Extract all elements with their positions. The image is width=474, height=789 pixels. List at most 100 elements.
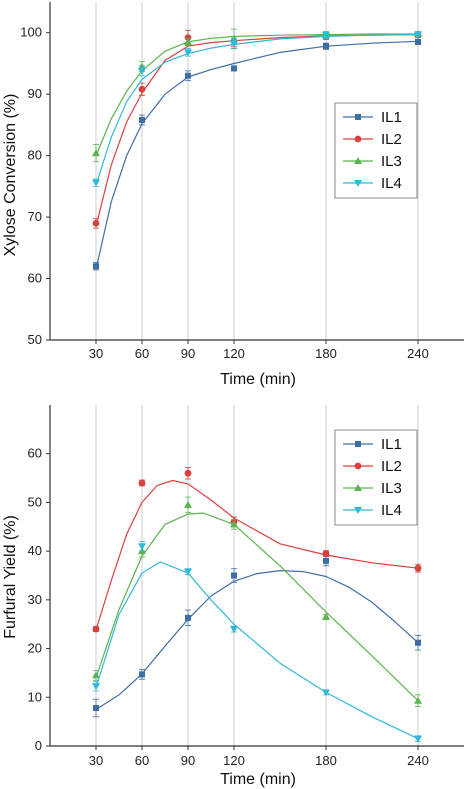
data-point — [323, 43, 329, 50]
legend-label: IL1 — [381, 109, 402, 126]
data-point — [184, 34, 192, 42]
data-point — [414, 696, 422, 704]
legend: IL1 IL2 IL3 IL4 — [334, 429, 418, 526]
data-point — [323, 557, 329, 564]
x-axis-title: Time (min) — [220, 371, 296, 388]
x-tick-label: 60 — [135, 753, 149, 768]
series-il1 — [93, 555, 421, 718]
y-tick-label: 20 — [28, 641, 42, 656]
legend-box — [334, 429, 418, 526]
legend-label: IL2 — [381, 131, 402, 148]
data-point — [322, 612, 330, 620]
data-point — [322, 550, 330, 557]
legend-marker — [355, 441, 361, 447]
data-point — [92, 671, 100, 679]
x-tick-label: 30 — [89, 753, 103, 768]
data-point — [92, 683, 100, 691]
data-point — [230, 520, 238, 528]
legend-marker — [354, 135, 362, 143]
legend-label: IL2 — [381, 458, 402, 475]
y-tick-label: 60 — [28, 446, 42, 461]
data-point — [414, 564, 422, 572]
data-point — [415, 639, 421, 646]
series-il4 — [92, 31, 422, 187]
legend-box — [334, 102, 418, 199]
y-axis-title: Xylose Conversion (%) — [2, 94, 19, 257]
legend-label: IL4 — [381, 502, 402, 519]
legend-marker — [354, 157, 362, 164]
x-tick-label: 60 — [135, 346, 149, 361]
y-tick-label: 70 — [28, 209, 42, 224]
data-point — [322, 689, 330, 697]
data-point — [231, 65, 237, 72]
data-point — [93, 705, 99, 712]
y-tick-label: 80 — [28, 148, 42, 163]
legend-label: IL1 — [381, 436, 402, 453]
y-tick-label: 40 — [28, 543, 42, 558]
series-il1 — [93, 38, 421, 271]
data-point — [184, 49, 192, 57]
legend: IL1 IL2 IL3 IL4 — [334, 102, 418, 199]
series-il3-line — [95, 512, 419, 702]
x-tick-label: 180 — [315, 346, 337, 361]
y-tick-label: 10 — [28, 689, 42, 704]
y-tick-label: 30 — [28, 592, 42, 607]
data-point — [92, 149, 100, 157]
x-tick-label: 180 — [315, 753, 337, 768]
data-point — [139, 671, 145, 678]
data-point — [138, 543, 146, 551]
y-axis-title: Furfural Yield (%) — [2, 515, 19, 639]
data-point — [414, 31, 422, 39]
series-il4 — [92, 541, 422, 743]
y-tick-label: 60 — [28, 271, 42, 286]
data-point — [92, 219, 100, 227]
x-tick-label: 240 — [407, 346, 429, 361]
data-point — [92, 625, 100, 633]
series-il1-line — [95, 40, 419, 270]
x-tick-label: 240 — [407, 753, 429, 768]
x-tick-label: 90 — [181, 753, 195, 768]
data-point — [138, 479, 146, 487]
series-il4-line — [95, 34, 419, 186]
legend-marker — [354, 507, 362, 514]
data-point — [230, 40, 238, 48]
legend-label: IL3 — [381, 480, 402, 497]
data-point — [138, 85, 146, 93]
legend-marker — [354, 180, 362, 187]
data-point — [185, 72, 191, 79]
series-il3 — [92, 496, 422, 707]
legend-label: IL4 — [381, 175, 402, 192]
furfural-yield-chart: Time (min) Furfural Yield (%) 0 10 20 30 40 5… — [2, 405, 464, 788]
data-point — [230, 626, 238, 634]
series-il1-line — [95, 569, 419, 711]
xylose-conversion-chart: Time (min) Xylose Conversion (%) 50 60 70 8… — [2, 2, 464, 388]
data-point — [93, 263, 99, 270]
legend-marker — [355, 114, 361, 120]
data-point — [231, 572, 237, 579]
data-point — [415, 38, 421, 45]
data-point — [185, 614, 191, 621]
data-point — [184, 37, 192, 45]
data-point — [138, 67, 146, 75]
series-il3-line — [95, 33, 418, 156]
legend-marker — [354, 484, 362, 491]
y-tick-label: 90 — [28, 86, 42, 101]
data-point — [184, 500, 192, 508]
y-tick-label: 50 — [28, 494, 42, 509]
data-point — [139, 116, 145, 123]
series-il4-line — [95, 561, 419, 740]
legend-label: IL3 — [381, 153, 402, 170]
x-axis-title: Time (min) — [220, 771, 296, 788]
data-point — [92, 179, 100, 187]
y-tick-label: 50 — [28, 332, 42, 347]
data-point — [184, 469, 192, 477]
data-point — [414, 735, 422, 743]
x-tick-label: 120 — [223, 346, 245, 361]
series-il2 — [92, 466, 422, 633]
x-tick-label: 120 — [223, 753, 245, 768]
legend-marker — [354, 462, 362, 470]
x-tick-label: 90 — [181, 346, 195, 361]
x-tick-label: 30 — [89, 346, 103, 361]
y-tick-label: 100 — [20, 25, 42, 40]
